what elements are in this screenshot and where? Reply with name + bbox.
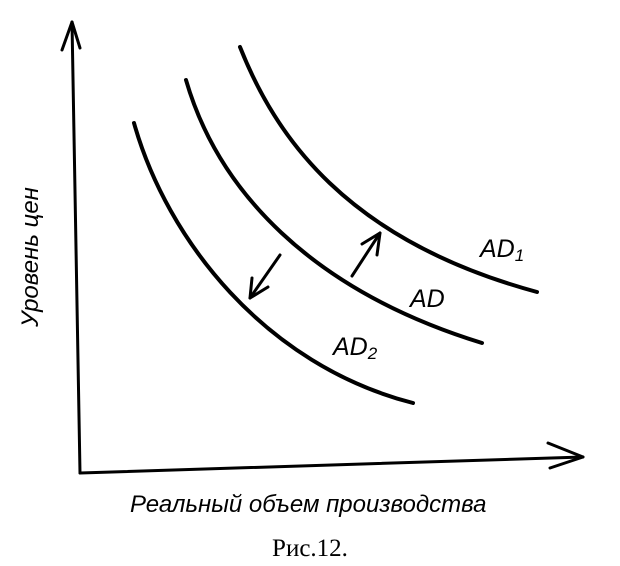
shift-arrow-right	[350, 231, 382, 278]
shift-arrow-left-head	[248, 276, 270, 300]
curve-ad2	[132, 121, 415, 405]
label-ad2: AD2	[331, 333, 378, 363]
y-axis-label: Уровень цен	[17, 187, 44, 328]
curve-ad	[184, 78, 484, 345]
figure-caption: Рис.12.	[272, 535, 348, 562]
shift-arrow-left	[248, 253, 282, 300]
curve-ad1	[238, 45, 539, 294]
label-ad: AD	[408, 285, 445, 313]
shift-arrow-right-head	[360, 231, 382, 257]
x-axis	[78, 455, 585, 475]
x-axis-label: Реальный объем производства	[130, 491, 486, 518]
y-axis	[70, 20, 82, 475]
y-axis-arrowhead	[60, 20, 82, 52]
label-ad1: AD1	[478, 235, 524, 265]
x-axis-arrowhead	[546, 441, 585, 470]
